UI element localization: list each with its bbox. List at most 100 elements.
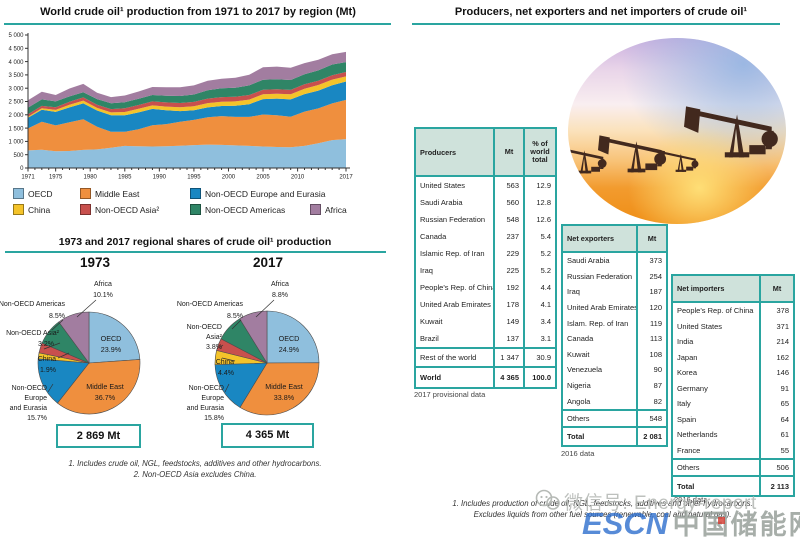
table-row: Italy 65 — [673, 396, 793, 412]
table-row: Saudi Arabia 373 — [563, 253, 666, 269]
area-series-china — [28, 76, 346, 118]
table-cell-value: 2 081 — [636, 427, 666, 445]
pie-label-leader — [221, 357, 236, 362]
table-row: Korea 146 — [673, 365, 793, 381]
axis-tick-label: 1980 — [84, 175, 98, 181]
footnote-line: 1. Includes production of crude oil, NGL… — [452, 499, 753, 508]
table-row: Saudi Arabia 560 12.8 — [416, 194, 555, 211]
axis-tick-label: 1 500 — [8, 126, 24, 132]
table-cell-value: 90 — [636, 362, 666, 378]
pie-label: Europe — [24, 395, 47, 402]
pie-label: Non-OECD Americas — [0, 301, 65, 308]
axis-tick-label: 5 000 — [8, 33, 24, 39]
axis-tick-label: 0 — [20, 166, 24, 172]
table-cell-label: Total — [567, 431, 585, 441]
pie-label: Middle East — [265, 382, 303, 391]
table-cell-value: 178 — [493, 296, 523, 313]
table-cell-label: Islamic Rep. of Iran — [420, 249, 485, 258]
pie-label: 8.5% — [227, 313, 243, 320]
legend-swatch — [13, 204, 24, 215]
table-cell-value: 229 — [493, 245, 523, 262]
area-chart-title: World crude oil¹ production from 1971 to… — [40, 6, 356, 18]
pie-slice-middle-east — [239, 362, 320, 416]
pie-label: Non-OECD Asia² — [6, 330, 60, 337]
legend-item-non-oecd-europe-and-eurasia: Non-OECD Europe and Eurasia — [190, 188, 325, 199]
table-cell-label: United Arab Emirates — [567, 303, 636, 313]
table-cell-label: United States — [420, 181, 466, 190]
axis-tick-label: 2 500 — [8, 100, 24, 106]
pie-label: Europe — [201, 395, 224, 402]
title-underline-right — [412, 23, 780, 25]
legend-label: OECD — [28, 188, 53, 199]
table-cell-label: Japan — [677, 352, 698, 362]
legend-item-non-oecd-americas: Non-OECD Americas — [190, 204, 285, 215]
table-cell-value: 113 — [636, 330, 666, 347]
table-cell-label: Islam. Rep. of Iran — [567, 318, 629, 328]
table-cell-value: 120 — [636, 299, 666, 316]
net-exporters-table: Net exporters Mt Saudi Arabia 373 Russian Fe… — [561, 224, 668, 447]
stacked-area-chart: 0 500 1 000 1 500 2 000 2 500 3 000 3 500 4 000 4… — [8, 33, 353, 181]
pie-label: 8.5% — [49, 313, 65, 320]
table-cell-value: 149 — [493, 313, 523, 330]
total-badge-1973: 2 869 Mt — [56, 424, 141, 448]
table-total-row: Total 2 081 — [563, 425, 666, 445]
table-cell-value: 3.4 — [523, 313, 555, 330]
footnotes-left: 1. Includes crude oil, NGL, feedstocks, … — [0, 458, 390, 480]
table-cell-label: Korea — [677, 368, 698, 378]
area-series-non-oecd-europe-and-eurasia — [28, 81, 346, 132]
table-cell-label: Others — [567, 413, 590, 423]
pie-slice-non-oecd-europe-and-eurasia — [214, 362, 268, 408]
axis-tick-label: 1 000 — [8, 140, 24, 146]
pie-slice-middle-east — [57, 359, 141, 415]
table-cell-label: Total — [677, 481, 695, 491]
table-cell-value: 4 365 — [493, 368, 523, 387]
pie-label: Non-OECD — [187, 324, 222, 331]
right-section-title: Producers, net exporters and net importe… — [454, 6, 748, 18]
table-cell-value: 30.9 — [523, 349, 555, 366]
table-cell-label: Italy — [677, 399, 691, 409]
legend-swatch — [80, 204, 91, 215]
pie-label: Non-OECD — [12, 385, 47, 392]
table-cell-label: Iraq — [567, 287, 580, 297]
pie-label: OECD — [279, 334, 300, 343]
legend-swatch — [190, 188, 201, 199]
table-cell-value: 146 — [759, 365, 793, 381]
legend-item-non-oecd-asia: Non-OECD Asia² — [80, 204, 159, 215]
axis-tick-label: 1990 — [153, 175, 167, 181]
table-row: France 55 — [673, 442, 793, 458]
axis-tick-label: 1985 — [118, 175, 132, 181]
legend-item-africa: Africa — [310, 204, 347, 215]
pie-label: 23.9% — [101, 345, 122, 354]
table-cell-label: Netherlands — [677, 430, 718, 440]
area-series-middle-east — [28, 99, 346, 152]
legend-label: Non-OECD Europe and Eurasia — [205, 188, 326, 199]
table-cell-value: 506 — [759, 460, 793, 475]
table-header-cell: Mt — [493, 129, 523, 175]
table-cell-value: 214 — [759, 334, 793, 350]
table-cell-label: Brazil — [420, 334, 439, 343]
table-cell-value: 119 — [636, 315, 666, 331]
legend-item-china: China — [13, 204, 50, 215]
axis-tick-label: 2017 — [339, 175, 353, 181]
title-underline-left — [4, 23, 391, 25]
table-header-cell: % of world total — [523, 129, 555, 175]
axis-tick-label: 500 — [13, 153, 24, 159]
pie-label: OECD — [101, 334, 122, 343]
table-cell-label: Others — [677, 463, 700, 472]
axis-tick-label: 3 000 — [8, 86, 24, 92]
shares-section-title: 1973 and 2017 regional shares of crude o… — [58, 236, 332, 248]
footnotes-right: 1. Includes production of crude oil, NGL… — [415, 499, 790, 520]
table-subtotal-row: Rest of the world 1 347 30.9 — [416, 347, 555, 366]
table-cell-label: Rest of the world — [420, 353, 477, 362]
net-importers-table-note: 2016 data — [674, 495, 708, 504]
footnote-line: 1. Includes crude oil, NGL, feedstocks, … — [68, 459, 322, 468]
table-cell-label: People's Rep. of China — [420, 283, 493, 292]
table-cell-label: United States — [677, 321, 723, 331]
axis-tick-label: 2005 — [256, 175, 270, 181]
table-row: Iraq 187 — [563, 284, 666, 300]
table-cell-value: 108 — [636, 346, 666, 363]
table-cell-label: United Arab Emirates — [420, 300, 491, 309]
legend-item-oecd: OECD — [13, 188, 53, 199]
table-row: Venezuela 90 — [563, 362, 666, 378]
footnote-line: Excludes liquids from other fuel sources… — [473, 509, 732, 519]
